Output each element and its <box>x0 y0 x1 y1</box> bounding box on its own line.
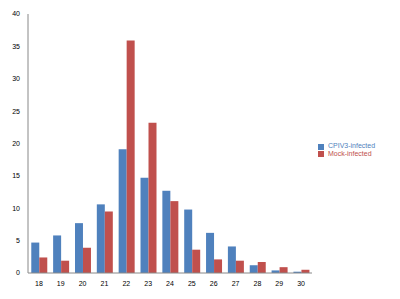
svg-text:21: 21 <box>101 280 109 287</box>
html-text:Mock-infected: Mock-infected <box>328 149 372 157</box>
svg-text:25: 25 <box>12 108 20 115</box>
svg-text:15: 15 <box>12 172 20 179</box>
svg-text:19: 19 <box>57 280 65 287</box>
svg-text:27: 27 <box>232 280 240 287</box>
svg-text:30: 30 <box>297 280 305 287</box>
svg-text:23: 23 <box>144 280 152 287</box>
svg-text:40: 40 <box>12 10 20 17</box>
svg-text:24: 24 <box>166 280 174 287</box>
svg-text:18: 18 <box>35 280 43 287</box>
svg-text:35: 35 <box>12 43 20 50</box>
svg-text:10: 10 <box>12 205 20 212</box>
html-text:CPIV3-infected: CPIV3-infected <box>328 142 376 150</box>
svg-text:20: 20 <box>12 140 20 147</box>
svg-text:30: 30 <box>12 75 20 82</box>
svg-text:26: 26 <box>210 280 218 287</box>
svg-text:25: 25 <box>188 280 196 287</box>
svg-text:28: 28 <box>253 280 261 287</box>
svg-text:29: 29 <box>275 280 283 287</box>
svg-text:22: 22 <box>122 280 130 287</box>
svg-text:0: 0 <box>16 269 20 276</box>
svg-text:20: 20 <box>79 280 87 287</box>
svg-text:5: 5 <box>16 237 20 244</box>
